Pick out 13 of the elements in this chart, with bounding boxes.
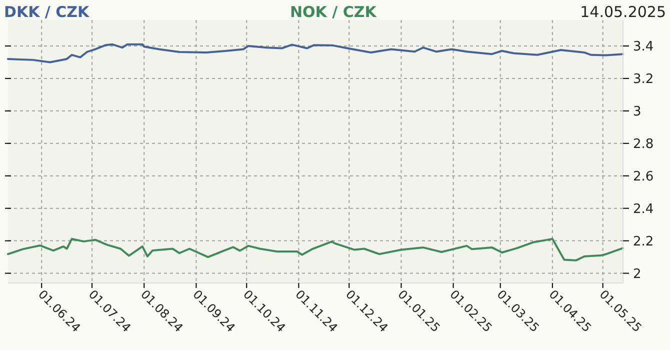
text: NOK / CZK bbox=[290, 3, 378, 21]
y-tick-label: 2.4 bbox=[633, 202, 654, 217]
y-tick-label: 2.2 bbox=[633, 234, 654, 250]
y-tick-label: 3.2 bbox=[633, 72, 654, 87]
y-tick-label: 3.4 bbox=[633, 40, 654, 55]
y-tick-label: 2.6 bbox=[633, 169, 654, 184]
series-label: DKK / CZK bbox=[4, 3, 91, 21]
line-series bbox=[7, 238, 624, 262]
y-tick-label: 3 bbox=[633, 104, 642, 120]
line-series bbox=[7, 43, 624, 64]
y-tick-label: 2.8 bbox=[633, 136, 654, 152]
annotation: 14.05.2025 bbox=[580, 3, 666, 21]
y-tick-label: 2 bbox=[633, 266, 642, 282]
